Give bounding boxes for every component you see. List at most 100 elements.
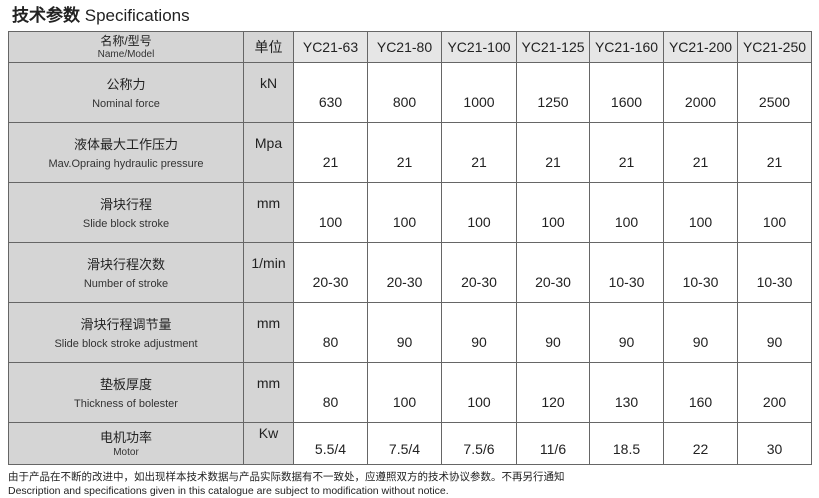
- value-cell: 21: [293, 122, 368, 183]
- param-name-cell: 滑块行程 Slide block stroke: [8, 182, 244, 243]
- param-name-en: Thickness of bolester: [74, 398, 178, 410]
- value-cell: 21: [516, 122, 590, 183]
- value-cell: 90: [516, 302, 590, 363]
- table-row: 滑块行程调节量 Slide block stroke adjustment mm 80…: [8, 302, 812, 363]
- value-cell: 200: [737, 362, 812, 423]
- value-cell: 1000: [441, 62, 517, 123]
- content: 名称/型号 Name/Model 单位 YC21-63 YC21-80 YC21-…: [8, 31, 812, 498]
- value-cell: 90: [367, 302, 442, 363]
- value-cell: 100: [367, 362, 442, 423]
- section-title: 技术参数 Specifications: [12, 6, 190, 26]
- notes: 由于产品在不断的改进中，如出现样本技术数据与产品实际数据有不一致处，应遵照双方的…: [8, 470, 811, 498]
- title-zh: 技术参数: [12, 6, 80, 25]
- param-name-cell: 垫板厚度 Thickness of bolester: [8, 362, 244, 423]
- model-header: YC21-160: [589, 31, 664, 63]
- table-row: 公称力 Nominal force kN 630 800 1000 1250 1600 2000…: [8, 62, 812, 123]
- value-cell: 90: [737, 302, 812, 363]
- value-cell: 20-30: [441, 242, 517, 303]
- param-name-zh: 液体最大工作压力: [73, 137, 178, 152]
- model-header: YC21-125: [516, 31, 590, 63]
- value-cell: 21: [663, 122, 738, 183]
- value-cell: 2000: [663, 62, 738, 123]
- value-cell: 21: [589, 122, 664, 183]
- unit-cell: mm: [243, 182, 294, 243]
- table-row: 电机功率 Motor Kw 5.5/4 7.5/4 7.5/6 11/6 18.5 22 30: [8, 422, 812, 465]
- param-name-en: Nominal force: [92, 98, 160, 110]
- value-cell: 21: [367, 122, 442, 183]
- table-row: 滑块行程 Slide block stroke mm 100 100 100 100 100 1…: [8, 182, 812, 243]
- value-cell: 90: [589, 302, 664, 363]
- model-header: YC21-200: [663, 31, 738, 63]
- param-name-zh: 电机功率: [99, 429, 152, 445]
- value-cell: 120: [516, 362, 590, 423]
- value-cell: 5.5/4: [293, 422, 368, 465]
- value-cell: 100: [441, 182, 517, 243]
- value-cell: 11/6: [516, 422, 590, 465]
- param-name-cell: 液体最大工作压力 Mav.Opraing hydraulic pressure: [8, 122, 244, 183]
- unit-cell: Mpa: [243, 122, 294, 183]
- value-cell: 21: [737, 122, 812, 183]
- unit-cell: mm: [243, 302, 294, 363]
- param-name-zh: 滑块行程调节量: [80, 317, 172, 332]
- value-cell: 10-30: [737, 242, 812, 303]
- unit-cell: kN: [243, 62, 294, 123]
- value-cell: 7.5/6: [441, 422, 517, 465]
- unit-cell: Kw: [243, 422, 294, 465]
- param-name-en: Motor: [113, 446, 139, 458]
- value-cell: 100: [737, 182, 812, 243]
- value-cell: 800: [367, 62, 442, 123]
- param-name-zh: 滑块行程次数: [86, 257, 165, 272]
- value-cell: 90: [441, 302, 517, 363]
- param-name-en: Mav.Opraing hydraulic pressure: [48, 158, 204, 170]
- table-row: 滑块行程次数 Number of stroke 1/min 20-30 20-30 20-…: [8, 242, 812, 303]
- specifications-table: 名称/型号 Name/Model 单位 YC21-63 YC21-80 YC21-…: [8, 31, 812, 465]
- value-cell: 630: [293, 62, 368, 123]
- header-unit-cell: 单位: [243, 31, 294, 63]
- value-cell: 10-30: [589, 242, 664, 303]
- param-name-cell: 电机功率 Motor: [8, 422, 244, 465]
- value-cell: 100: [663, 182, 738, 243]
- header-name-zh: 名称/型号: [100, 33, 152, 48]
- value-cell: 100: [516, 182, 590, 243]
- param-name-en: Number of stroke: [83, 278, 169, 290]
- value-cell: 100: [589, 182, 664, 243]
- value-cell: 30: [737, 422, 812, 465]
- title-en: Specifications: [84, 6, 190, 25]
- table-row: 液体最大工作压力 Mav.Opraing hydraulic pressure Mp…: [8, 122, 812, 183]
- param-name-cell: 滑块行程次数 Number of stroke: [8, 242, 244, 303]
- value-cell: 90: [663, 302, 738, 363]
- value-cell: 20-30: [516, 242, 590, 303]
- value-cell: 7.5/4: [367, 422, 442, 465]
- model-header: YC21-80: [367, 31, 442, 63]
- value-cell: 21: [441, 122, 517, 183]
- value-cell: 10-30: [663, 242, 738, 303]
- value-cell: 18.5: [589, 422, 664, 465]
- header-name-cell: 名称/型号 Name/Model: [8, 31, 244, 63]
- value-cell: 80: [293, 302, 368, 363]
- table-row: 垫板厚度 Thickness of bolester mm 80 100 100 120 13…: [8, 362, 812, 423]
- param-name-zh: 滑块行程: [99, 197, 152, 212]
- param-name-zh: 垫板厚度: [99, 377, 152, 392]
- header-name-en: Name/Model: [97, 48, 155, 60]
- param-name-en: Slide block stroke adjustment: [54, 338, 198, 350]
- unit-cell: mm: [243, 362, 294, 423]
- value-cell: 22: [663, 422, 738, 465]
- value-cell: 80: [293, 362, 368, 423]
- param-name-cell: 滑块行程调节量 Slide block stroke adjustment: [8, 302, 244, 363]
- value-cell: 1600: [589, 62, 664, 123]
- param-name-cell: 公称力 Nominal force: [8, 62, 244, 123]
- value-cell: 160: [663, 362, 738, 423]
- header-row: 名称/型号 Name/Model 单位 YC21-63 YC21-80 YC21-…: [8, 31, 812, 63]
- model-header: YC21-63: [293, 31, 368, 63]
- value-cell: 100: [293, 182, 368, 243]
- value-cell: 20-30: [293, 242, 368, 303]
- param-name-en: Slide block stroke: [82, 218, 170, 230]
- value-cell: 1250: [516, 62, 590, 123]
- note-en: Description and specifications given in …: [8, 485, 449, 497]
- param-name-zh: 公称力: [106, 77, 146, 92]
- value-cell: 100: [441, 362, 517, 423]
- value-cell: 100: [367, 182, 442, 243]
- note-zh: 由于产品在不断的改进中，如出现样本技术数据与产品实际数据有不一致处，应遵照双方的…: [8, 471, 565, 483]
- value-cell: 130: [589, 362, 664, 423]
- unit-cell: 1/min: [243, 242, 294, 303]
